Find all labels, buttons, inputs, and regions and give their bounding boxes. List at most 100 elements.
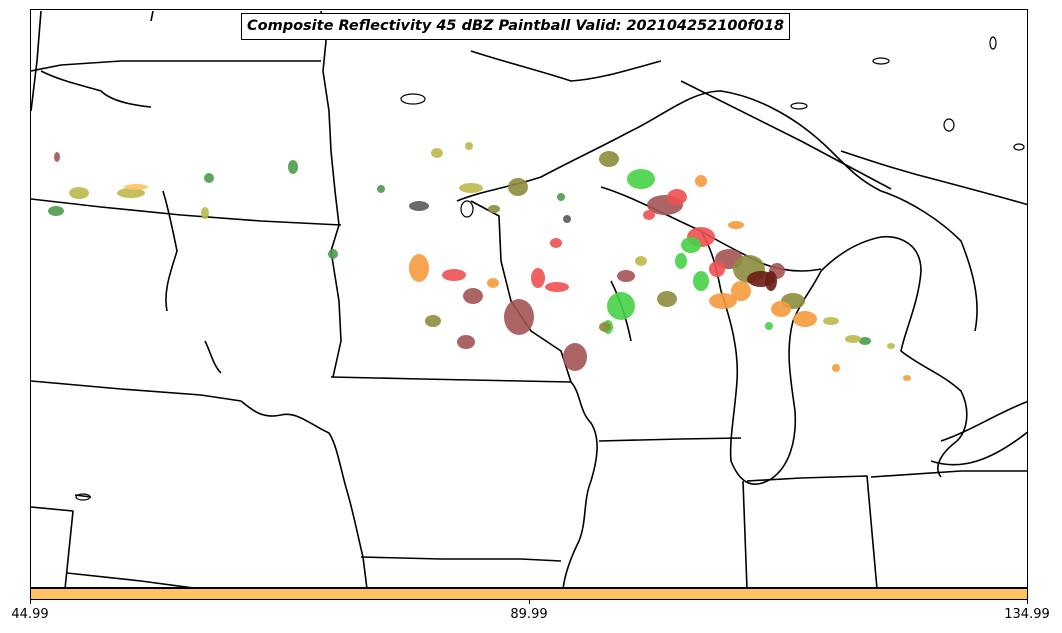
mn-wi-north xyxy=(470,200,572,383)
sd-ne-boundary xyxy=(31,380,242,402)
colorbar-tick-max xyxy=(1027,600,1028,604)
paintball-blob xyxy=(288,160,298,174)
lake-outline xyxy=(790,102,808,110)
paintball-blob xyxy=(463,288,483,304)
colorbar-tick-mid xyxy=(529,600,530,604)
michigan-ohio xyxy=(937,440,958,478)
lower-michigan xyxy=(820,235,968,442)
oh-pa xyxy=(870,470,1027,478)
paintball-blob xyxy=(771,301,791,317)
paintball-blob xyxy=(557,193,565,201)
paintball-blob xyxy=(627,169,655,189)
paintball-blob xyxy=(765,271,777,291)
lake-erie xyxy=(940,400,1027,442)
paintball-blob xyxy=(657,291,677,307)
paintball-blob xyxy=(731,281,751,301)
paintball-blob xyxy=(409,254,429,282)
ontario-shore xyxy=(840,150,1027,206)
map-panel xyxy=(30,9,1028,588)
missouri-river xyxy=(240,400,368,587)
paintball-blob xyxy=(859,337,871,345)
red-river xyxy=(162,190,178,312)
paintball-blob xyxy=(709,293,737,309)
colorbar-tick-label-min: 44.99 xyxy=(11,607,49,622)
lake-superior-shore xyxy=(456,90,882,202)
lake-outline xyxy=(460,200,474,218)
us-canada-east xyxy=(680,80,892,190)
lake-huron xyxy=(880,190,978,332)
nd-top-line xyxy=(150,10,154,22)
paintball-blob xyxy=(675,253,687,269)
wi-il-boundary xyxy=(598,437,742,442)
lake-outline xyxy=(75,493,91,501)
paintball-blob xyxy=(693,271,709,291)
paintball-blob xyxy=(487,278,499,288)
paintball-blob xyxy=(832,364,840,372)
paintball-blob xyxy=(488,205,500,213)
paintball-blob xyxy=(545,282,569,292)
paintball-blob xyxy=(681,237,701,253)
paintball-blob xyxy=(457,335,475,349)
mississippi-ia-wi xyxy=(562,381,598,587)
paintball-blob xyxy=(903,375,911,381)
paintball-blob xyxy=(442,269,466,281)
paintball-blob xyxy=(845,335,861,343)
lake-erie-south xyxy=(930,431,1027,466)
lake-outline xyxy=(400,93,426,105)
paintball-blob xyxy=(765,322,773,330)
paintball-blob xyxy=(643,210,655,220)
mt-nd-boundary xyxy=(31,10,42,112)
paintball-blob xyxy=(607,292,635,320)
reflectivity-paintballs xyxy=(48,142,911,381)
colorbar-tick-label-max: 134.99 xyxy=(1004,607,1050,622)
paintball-blob xyxy=(617,270,635,282)
paintball-blob xyxy=(823,317,839,325)
paintball-blob xyxy=(504,299,534,335)
paintball-blob xyxy=(887,343,895,349)
paintball-blob xyxy=(563,343,587,371)
paintball-blob xyxy=(793,311,817,327)
paintball-blob xyxy=(667,189,687,205)
state-boundaries xyxy=(31,10,1027,587)
paintball-blob xyxy=(563,215,571,223)
paintball-blob xyxy=(695,175,707,187)
paintball-blob xyxy=(459,183,483,193)
paintball-blob xyxy=(328,249,338,259)
map-canvas xyxy=(31,10,1027,587)
lake-outline xyxy=(989,36,997,50)
paintball-blob xyxy=(599,151,619,167)
colorbar-tick-label-mid: 89.99 xyxy=(510,607,548,622)
paintball-blob xyxy=(117,188,145,198)
paintball-blob xyxy=(124,184,148,190)
paintball-blob xyxy=(531,268,545,288)
lake-outline xyxy=(1013,143,1025,151)
colorbar-tick-min xyxy=(30,600,31,604)
colorbar xyxy=(30,588,1028,600)
sd-detail xyxy=(204,340,222,374)
paintball-blob xyxy=(54,152,60,162)
paintball-blob xyxy=(409,201,429,211)
mn-ia-boundary xyxy=(330,376,572,383)
lake-outline xyxy=(872,57,890,65)
paintball-blob xyxy=(508,178,528,196)
lake-outline xyxy=(943,118,955,132)
paintball-blob xyxy=(201,207,209,219)
ne-ks-boundary xyxy=(31,506,74,587)
paintball-blob xyxy=(48,206,64,216)
ia-mo-boundary xyxy=(360,556,562,562)
paintball-blob xyxy=(635,256,647,266)
lake-of-woods xyxy=(40,70,152,108)
in-oh-boundary xyxy=(746,475,878,587)
paintball-blob xyxy=(204,173,214,183)
nd-sd-boundary xyxy=(31,198,342,226)
lake-outlines xyxy=(75,36,1025,501)
paintball-blob xyxy=(599,322,611,332)
paintball-blob xyxy=(431,148,443,158)
upper-peninsula xyxy=(600,186,822,272)
map-title: Composite Reflectivity 45 dBZ Paintball … xyxy=(241,13,791,40)
paintball-blob xyxy=(377,185,385,193)
paintball-blob xyxy=(728,221,744,229)
paintball-blob xyxy=(465,142,473,150)
paintball-blob xyxy=(425,315,441,327)
lake-superior-north xyxy=(470,50,662,82)
